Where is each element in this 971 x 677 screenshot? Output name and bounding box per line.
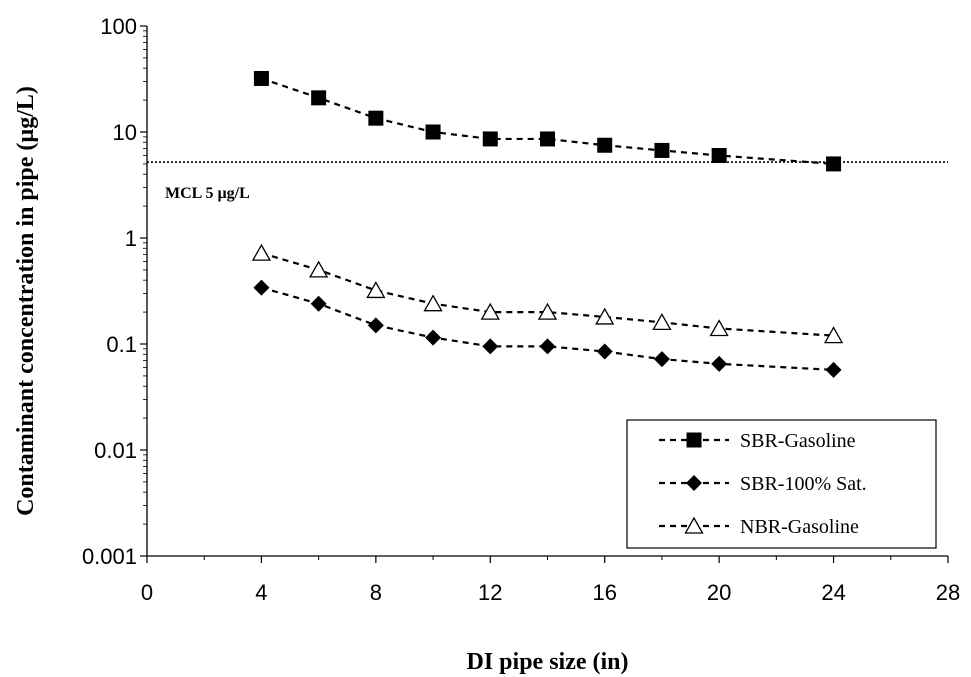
- data-point: [482, 131, 498, 147]
- series-line: [261, 286, 834, 371]
- series-nbr-gasoline: [251, 243, 844, 344]
- x-axis-title: DI pipe size (in): [467, 649, 629, 675]
- y-tick-label: 0.001: [82, 544, 137, 569]
- data-point: [482, 338, 499, 355]
- x-tick-label: 20: [707, 580, 731, 605]
- data-point: [711, 355, 728, 372]
- data-point: [366, 281, 386, 299]
- x-tick-label: 4: [255, 580, 267, 605]
- legend-item: SBR-Gasoline: [659, 430, 856, 452]
- legend: SBR-Gasoline SBR-100% Sat. NBR-Gasoline: [626, 419, 937, 549]
- data-point: [539, 338, 556, 355]
- data-point: [253, 70, 269, 86]
- legend-swatch-marker: [684, 516, 704, 534]
- axes: 0 4 8 12 16 20 24 28 0.001 0.01 0.1 1 10 100: [82, 14, 960, 605]
- legend-label: NBR-Gasoline: [740, 516, 859, 538]
- x-tick-label: 0: [141, 580, 153, 605]
- y-tick-label: 0.1: [106, 332, 137, 357]
- y-tick-label: 0.01: [94, 438, 137, 463]
- y-tick-label: 100: [100, 14, 137, 39]
- data-point: [825, 361, 842, 378]
- legend-swatch-marker: [686, 432, 702, 448]
- data-point: [823, 326, 844, 344]
- data-point: [310, 295, 327, 312]
- data-point: [368, 110, 384, 126]
- legend-item: NBR-Gasoline: [659, 516, 859, 538]
- data-point: [711, 148, 727, 164]
- series-sbr-gasoline: [253, 70, 842, 172]
- data-point: [423, 294, 443, 312]
- mcl-annotation: MCL 5 µg/L: [165, 185, 250, 202]
- data-point: [480, 302, 500, 320]
- series-line: [261, 252, 834, 337]
- y-tick-label: 1: [125, 226, 137, 251]
- data-point: [540, 131, 555, 147]
- data-point: [595, 307, 615, 325]
- data-point: [654, 142, 670, 158]
- data-point: [537, 302, 558, 320]
- x-tick-label: 12: [478, 580, 502, 605]
- data-point: [367, 317, 384, 334]
- data-point: [425, 124, 441, 140]
- data-point: [311, 90, 327, 106]
- data-point: [253, 279, 270, 296]
- data-point: [425, 329, 442, 346]
- series-line: [261, 77, 834, 166]
- data-point: [709, 319, 729, 337]
- x-tick-label: 16: [592, 580, 616, 605]
- data-point: [597, 137, 613, 153]
- x-tick-label: 28: [936, 580, 960, 605]
- data-point: [652, 313, 672, 331]
- data-point: [826, 156, 842, 172]
- data-point: [309, 260, 329, 278]
- legend-box: [626, 419, 937, 549]
- legend-label: SBR-Gasoline: [740, 430, 856, 452]
- data-point: [653, 351, 670, 368]
- y-axis-title: Contaminant concentration in pipe (µg/L): [13, 86, 39, 516]
- y-tick-label: 10: [113, 120, 137, 145]
- x-tick-label: 24: [821, 580, 845, 605]
- legend-item: SBR-100% Sat.: [659, 473, 867, 495]
- data-point: [251, 243, 272, 261]
- legend-label: SBR-100% Sat.: [740, 473, 867, 495]
- legend-swatch-marker: [686, 475, 702, 491]
- data-point: [596, 343, 613, 360]
- x-tick-label: 8: [370, 580, 382, 605]
- series-sbr-100-sat-: [253, 279, 842, 378]
- series-group: [251, 70, 844, 378]
